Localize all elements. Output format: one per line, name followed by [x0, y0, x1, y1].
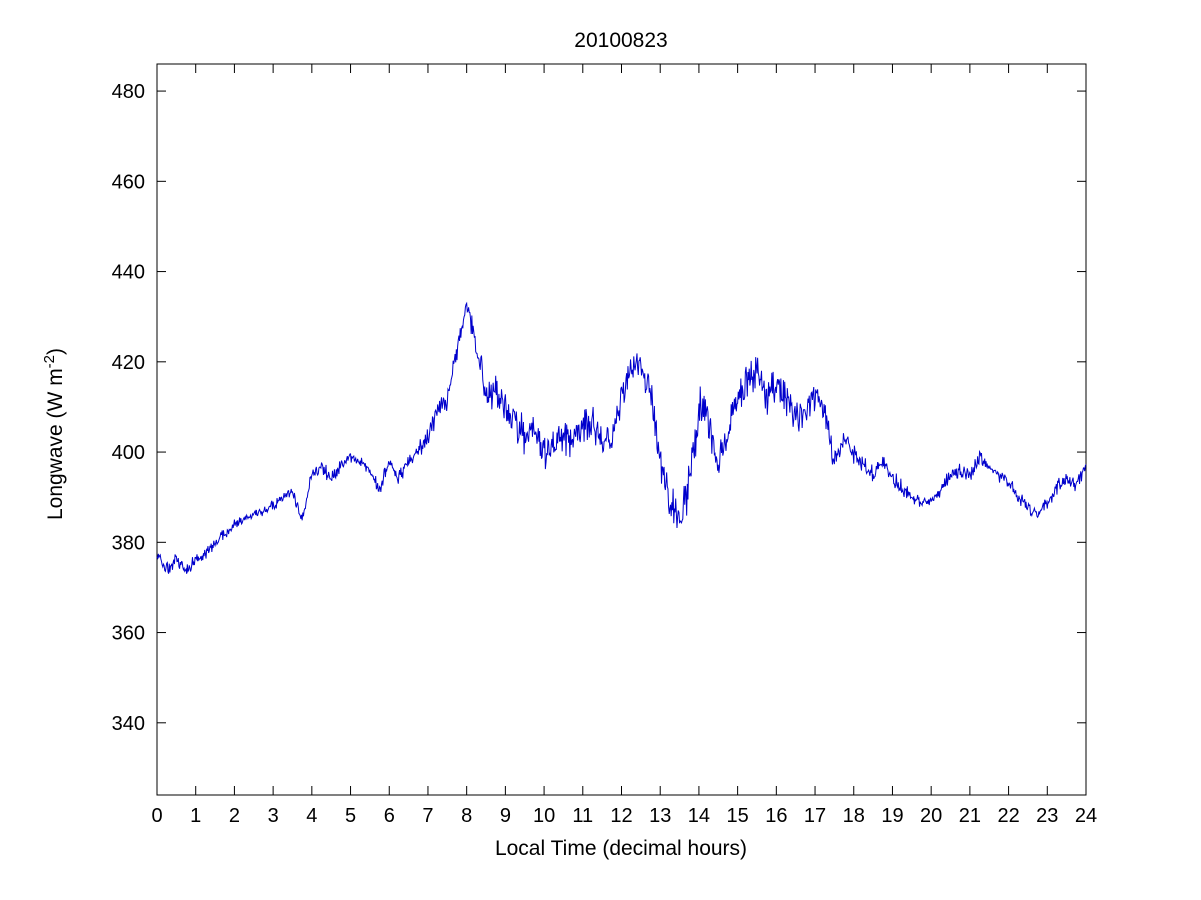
series — [156, 301, 1087, 574]
x-tick-label: 11 — [572, 805, 593, 827]
x-tick-label: 13 — [649, 805, 671, 827]
y-axis-label: Longwave (W m-2) — [41, 348, 67, 520]
y-tick-label: 460 — [112, 171, 145, 193]
x-tick-label: 24 — [1075, 805, 1097, 827]
x-tick-label: 0 — [151, 805, 162, 827]
y-tick-label: 480 — [112, 81, 145, 103]
axes: 0 1 2 3 4 5 6 7 8 9 10 11 12 13 14 15 16 17 18 19 20 21 22 23 24… — [112, 63, 1097, 827]
x-tick-label: 9 — [500, 805, 511, 827]
x-tick-label: 14 — [688, 805, 710, 827]
x-tick-label: 18 — [843, 805, 865, 827]
y-tick-label: 380 — [112, 532, 145, 554]
x-tick-label: 16 — [765, 805, 787, 827]
y-tick-label: 340 — [112, 713, 145, 735]
x-tick-label: 8 — [461, 805, 472, 827]
x-tick-label: 17 — [804, 805, 826, 827]
chart-title: 20100823 — [574, 29, 667, 52]
y-tick-label: 400 — [112, 442, 145, 464]
x-tick-label: 1 — [190, 805, 201, 827]
x-tick-label: 10 — [533, 805, 555, 827]
y-axis-label-superscript: -2 — [41, 355, 58, 368]
x-tick-label: 7 — [422, 805, 433, 827]
y-axis-label-prefix: Longwave (W m — [44, 368, 67, 520]
x-tick-label: 3 — [268, 805, 279, 827]
x-tick-label: 6 — [384, 805, 395, 827]
x-tick-label: 22 — [997, 805, 1019, 827]
x-tick-label: 4 — [306, 805, 317, 827]
x-tick-label: 23 — [1036, 805, 1058, 827]
x-tick-label: 2 — [229, 805, 240, 827]
x-tick-label: 15 — [727, 805, 749, 827]
y-axis-label-suffix: ) — [44, 348, 67, 355]
axes-frame — [156, 63, 1087, 796]
x-tick-label: 19 — [881, 805, 903, 827]
x-tick-label: 21 — [959, 805, 981, 827]
data-line — [156, 301, 1087, 574]
x-axis-label: Local Time (decimal hours) — [495, 837, 747, 860]
y-tick-label: 440 — [112, 262, 145, 284]
x-tick-label: 20 — [920, 805, 942, 827]
x-tick-label: 5 — [345, 805, 356, 827]
y-tick-label: 420 — [112, 352, 145, 374]
y-tick-label: 360 — [112, 623, 145, 645]
x-tick-label: 12 — [610, 805, 632, 827]
